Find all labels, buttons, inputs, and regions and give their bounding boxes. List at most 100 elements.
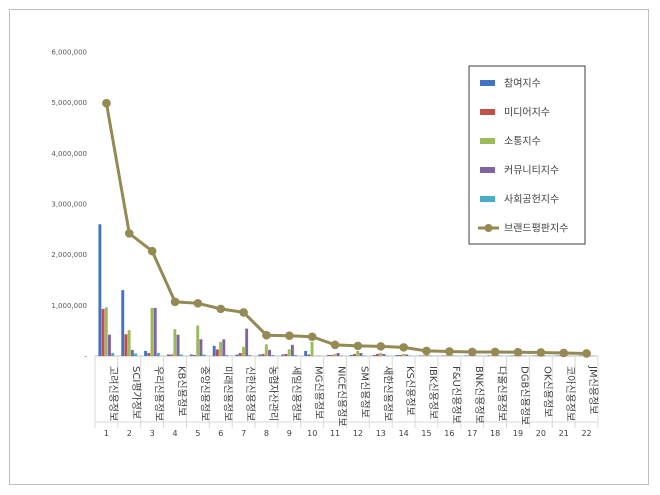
category-label: JM신용정보 xyxy=(587,365,599,414)
bar xyxy=(176,334,180,356)
category-number: 7 xyxy=(241,429,246,438)
bar xyxy=(421,355,425,356)
category-label: 새한신용정보 xyxy=(381,366,393,421)
bar xyxy=(130,349,134,356)
bar xyxy=(578,355,582,356)
category-number: 14 xyxy=(399,429,409,438)
bar xyxy=(542,355,546,356)
bar xyxy=(395,354,399,356)
legend-swatch xyxy=(480,138,495,144)
bar xyxy=(532,355,536,356)
category-label: 우리신용정보 xyxy=(153,366,165,421)
bar xyxy=(258,354,262,356)
bar xyxy=(536,355,539,356)
category-label: KS신용정보 xyxy=(404,366,416,416)
category-number: 20 xyxy=(536,429,546,438)
category-label: 코아신용정보 xyxy=(564,366,576,421)
category-label: KB신용정보 xyxy=(176,366,188,416)
category-number: 3 xyxy=(150,429,155,438)
category-label: OK신용정보 xyxy=(541,366,553,417)
category-number: 12 xyxy=(353,429,363,438)
line-point xyxy=(239,308,248,317)
category-number: 10 xyxy=(307,429,317,438)
category-label: F&U신용정보 xyxy=(450,366,462,424)
bar xyxy=(215,349,219,356)
line-point xyxy=(353,341,363,351)
x-axis: 고려신용정보 1 SCI평가정보 2 우리신용정보 3 KB신용정보 4 중앙신용정보 5 미래신용… xyxy=(94,356,599,438)
line-point xyxy=(445,347,454,356)
bar xyxy=(238,352,242,356)
bar xyxy=(111,352,115,356)
bar xyxy=(124,334,128,356)
bar xyxy=(281,354,285,356)
bar xyxy=(268,349,271,356)
category-number: 4 xyxy=(172,429,177,438)
category-label: SCI평가정보 xyxy=(130,366,142,419)
bar xyxy=(464,355,468,356)
bar xyxy=(104,307,108,356)
bar xyxy=(382,353,386,356)
y-tick-label: 2,000,000 xyxy=(51,251,87,259)
line-point xyxy=(262,330,271,340)
bar xyxy=(173,329,177,356)
legend-label: 소통지수 xyxy=(504,136,541,148)
bar xyxy=(310,341,314,356)
bar xyxy=(336,352,340,356)
category-label: 다올신용정보 xyxy=(496,366,508,421)
bar xyxy=(418,355,422,356)
bar xyxy=(490,355,494,356)
category-number: 22 xyxy=(581,429,591,438)
bar xyxy=(408,355,412,356)
category-label: SM신용정보 xyxy=(358,366,370,418)
bar xyxy=(284,353,288,356)
category-label: 농협자산관리 xyxy=(267,366,280,421)
bar xyxy=(307,354,311,356)
line-point xyxy=(307,332,317,342)
category-label: IBK신용정보 xyxy=(427,366,439,419)
legend-swatch xyxy=(480,109,495,115)
line-point xyxy=(422,346,431,356)
bar xyxy=(353,353,357,356)
bar xyxy=(359,352,363,356)
bar xyxy=(294,354,298,356)
bar xyxy=(327,354,330,356)
legend-swatch xyxy=(480,80,495,86)
bar xyxy=(339,355,343,356)
line-point xyxy=(536,348,546,357)
bar xyxy=(441,355,445,356)
line-point xyxy=(330,340,340,350)
category-label: 신한신용정보 xyxy=(244,366,256,421)
category-number: 11 xyxy=(330,429,340,438)
bar xyxy=(424,354,428,356)
bar xyxy=(385,355,389,356)
bar xyxy=(222,339,226,356)
bar xyxy=(144,350,148,356)
category-label: 중앙신용정보 xyxy=(198,366,210,421)
legend-label: 미디어지수 xyxy=(504,107,550,119)
category-label: 세일신용정보 xyxy=(290,366,302,421)
line-point xyxy=(559,348,569,358)
bar xyxy=(513,355,517,356)
y-axis: - 1,000,000 2,000,000 3,000,000 4,000,000 5,0… xyxy=(51,49,87,361)
bar xyxy=(555,355,559,356)
series-line xyxy=(104,102,587,355)
legend-box xyxy=(468,65,586,245)
bar xyxy=(156,352,160,356)
line-point xyxy=(216,304,226,314)
line-point xyxy=(399,343,408,352)
bar xyxy=(467,355,471,356)
category-label: DGB신용정보 xyxy=(518,366,530,425)
bar xyxy=(147,352,151,356)
y-tick-label: 4,000,000 xyxy=(51,150,87,158)
bar xyxy=(189,354,193,356)
legend-swatch xyxy=(480,167,495,173)
line-point xyxy=(376,342,386,351)
category-number: 19 xyxy=(513,429,523,438)
category-label: 미래신용정보 xyxy=(221,366,233,421)
bar xyxy=(261,353,265,356)
line-point xyxy=(490,347,500,357)
bar xyxy=(558,355,562,356)
legend-label: 브랜드평판지수 xyxy=(504,223,568,235)
bar xyxy=(199,339,203,356)
